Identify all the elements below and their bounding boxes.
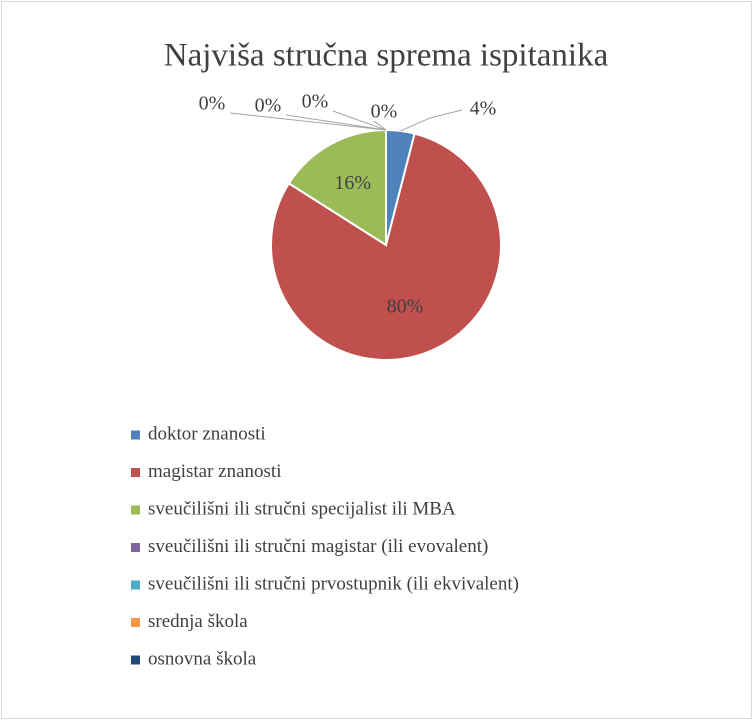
chart-title: Najviša stručna sprema ispitanika [164, 38, 609, 74]
legend-label: sveučilišni ili stručni magistar (ili ev… [148, 536, 488, 557]
leader-line [229, 112, 387, 131]
data-label: 0% [371, 101, 398, 123]
leader-line [373, 120, 387, 131]
legend-swatch [131, 505, 140, 515]
legend-swatch [131, 580, 140, 590]
data-label: 0% [302, 91, 329, 113]
leader-line [400, 109, 463, 132]
legend-label: sveučilišni ili stručni specijalist ili … [148, 498, 456, 519]
leader-line [332, 110, 387, 131]
legend-label: osnovna škola [148, 648, 257, 669]
pie-slice [270, 132, 502, 361]
data-label: 0% [255, 95, 282, 117]
legend-label: doktor znanosti [148, 423, 266, 444]
legend-swatch [131, 468, 140, 477]
legend-swatch [131, 543, 140, 552]
legend-label: sveučilišni ili stručni prvostupnik (ili… [148, 573, 519, 594]
legend-label: magistar znanosti [148, 461, 282, 482]
data-label: 0% [199, 93, 226, 115]
pie-slice [287, 128, 387, 247]
legend-swatch [131, 618, 140, 627]
data-label: 4% [470, 98, 497, 120]
data-label: 80% [387, 296, 424, 318]
legend-swatch [131, 430, 140, 440]
leader-line [285, 114, 387, 131]
legend-label: srednja škola [148, 611, 248, 632]
data-label: 16% [334, 172, 371, 194]
legend-swatch [131, 655, 140, 665]
